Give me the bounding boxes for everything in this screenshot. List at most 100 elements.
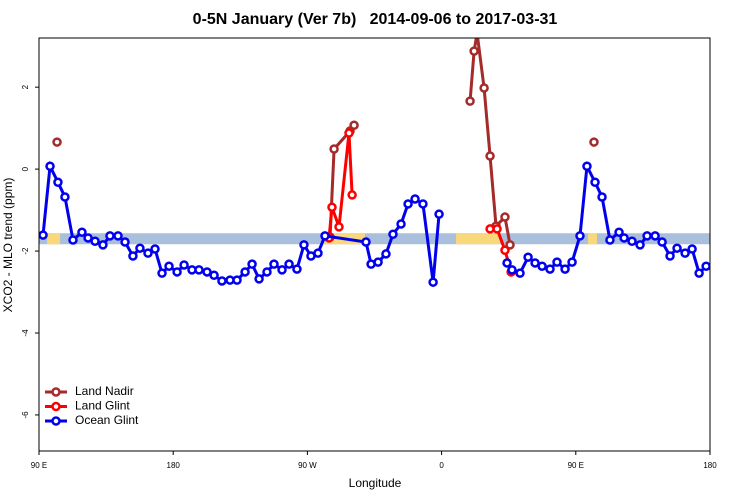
data-point [327,202,337,212]
data-point [83,233,93,243]
data-point [492,224,502,234]
data-point [500,245,510,255]
x-tick-label: 180 [167,461,181,470]
data-point [500,212,510,222]
data-point [381,249,391,259]
data-point [465,96,475,106]
x-tick-label: 90 E [568,461,584,470]
data-point [347,190,357,200]
y-tick-label: -2 [21,247,30,255]
data-point [344,128,354,138]
data-point [614,227,624,237]
data-point [597,192,607,202]
data-point [247,259,257,269]
data-point [410,194,420,204]
data-point [627,236,637,246]
data-point [157,268,167,278]
data-point [254,274,264,284]
data-point [479,83,489,93]
y-tick-label: -4 [21,329,30,337]
data-point [469,46,479,56]
x-tick-label: 90 W [298,461,317,470]
data-point [582,161,592,171]
data-point [39,230,48,240]
data-point [502,258,512,268]
plot-area [39,30,710,287]
data-point [507,265,517,275]
data-point [292,264,302,274]
data-point [240,267,250,277]
data-point [361,237,371,247]
data-point [672,243,682,253]
axes: 90 E 180 90 W 0 90 E 180 -6 -4 -2 0 2 [21,84,717,470]
series-line [330,33,594,245]
band-highlight [588,233,597,245]
data-point [530,258,540,268]
data-point [537,261,547,271]
data-point [388,229,398,240]
data-point [552,257,562,267]
data-point [523,252,533,262]
legend-label: Ocean Glint [75,413,139,427]
x-tick-label: 90 E [31,461,47,470]
data-point [164,261,174,271]
data-point [135,243,145,253]
data-point [299,240,309,250]
data-point [320,231,330,241]
data-point [329,144,339,154]
data-point [232,275,242,285]
y-tick-label: 2 [21,84,30,89]
legend-marker [51,387,61,397]
data-point [434,209,444,219]
data-point [128,251,138,261]
y-tick-label: 0 [21,166,30,171]
data-point [589,137,599,147]
data-point [619,233,629,243]
data-point [642,231,652,241]
y-axis-label: XCO2 - MLO trend (ppm) [1,178,15,313]
data-point [650,231,660,241]
data-point [396,219,406,229]
data-point [98,240,108,250]
data-point [665,251,675,261]
band-highlight [456,233,501,245]
data-point [680,248,690,258]
data-point [373,257,383,267]
data-point [575,231,585,241]
data-point [694,268,704,278]
data-point [52,137,62,147]
data-point [485,151,495,161]
x-tick-label: 0 [439,461,444,470]
y-tick-label: -6 [21,411,30,419]
data-point [179,260,189,270]
data-point [150,244,160,254]
x-axis-label: Longitude [349,476,402,490]
data-point [68,235,78,245]
data-point [687,244,697,254]
plot-frame [38,37,711,452]
data-point [334,222,344,232]
data-point [605,235,615,245]
data-point [635,240,645,250]
legend-label: Land Nadir [75,384,134,398]
data-point [567,257,577,267]
data-point [53,177,63,187]
data-point [262,267,272,277]
data-point [349,120,359,131]
data-point [277,265,287,275]
data-point [143,248,153,258]
data-point [113,231,123,241]
legend-marker [51,401,61,412]
legend-label: Land Glint [75,399,130,413]
data-point [90,236,100,246]
chart-title: 0-5N January (Ver 7b) 2014-09-06 to 2017… [193,11,558,28]
data-point [60,192,70,202]
data-point [202,267,212,277]
data-point [313,248,323,258]
data-point [45,161,55,171]
data-point [428,277,438,287]
data-point [545,264,555,274]
data-point [657,237,667,247]
data-point [590,177,600,187]
